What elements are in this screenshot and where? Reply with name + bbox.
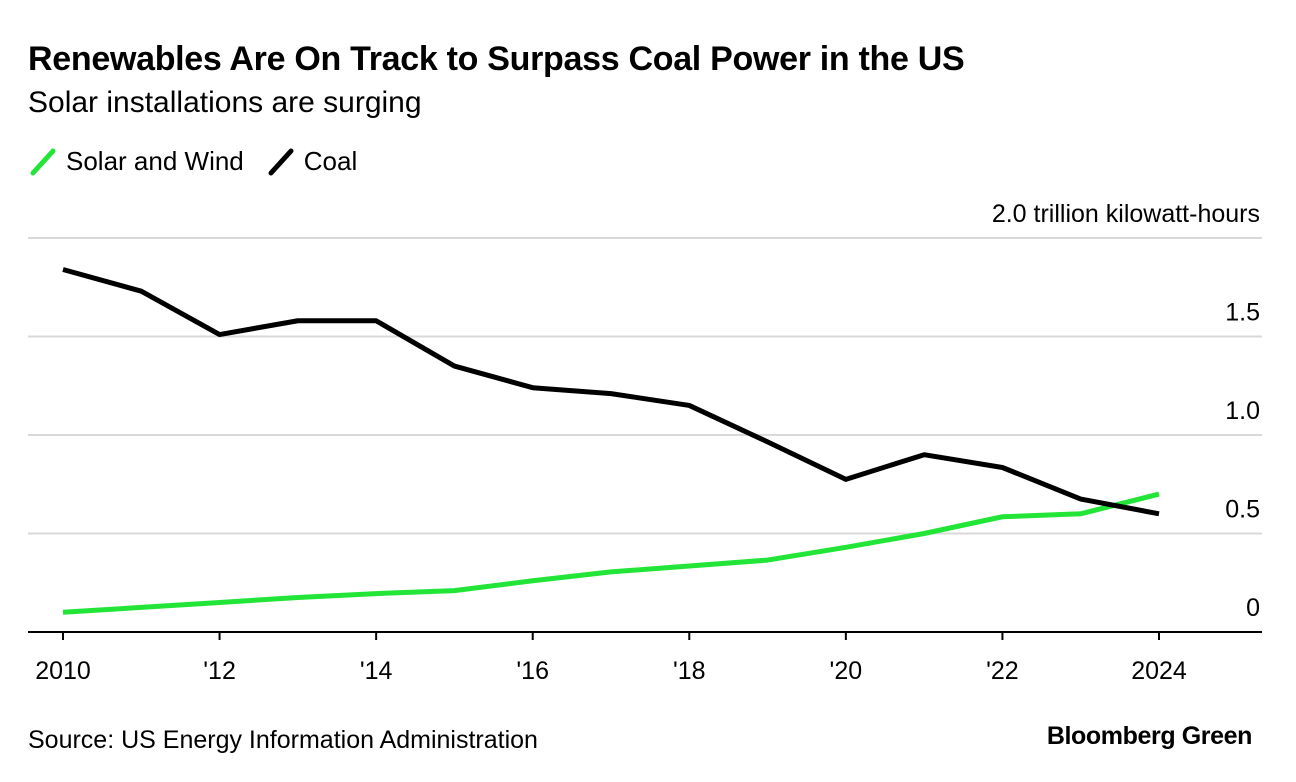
- chart-subtitle: Solar installations are surging: [28, 86, 422, 119]
- legend-swatch-coal: [268, 148, 294, 175]
- y-tick-label: 1.5: [1225, 299, 1260, 327]
- x-tick-label: 2024: [1131, 657, 1187, 685]
- brand-logo: Bloomberg Green: [1046, 722, 1253, 750]
- series-line-solar-and-wind: [62, 491, 1160, 615]
- x-tick-label: '14: [360, 657, 393, 685]
- grid-layer: [28, 237, 1262, 640]
- y-tick-label: 2.0 trillion kilowatt-hours: [992, 200, 1260, 228]
- y-tick-label: 0.5: [1225, 496, 1260, 524]
- y-tick-label: 1.0: [1225, 397, 1260, 425]
- legend-label-solar-wind: Solar and Wind: [66, 146, 244, 176]
- x-tick-labels: 2010 '12 '14 '16 '18 '20 '22 2024: [35, 657, 1187, 685]
- x-tick-label: 2010: [35, 657, 91, 685]
- x-tick-label: '18: [673, 657, 706, 685]
- chart-title: Renewables Are On Track to Surpass Coal …: [28, 40, 965, 78]
- source-note: Source: US Energy Information Administra…: [28, 726, 538, 754]
- legend-item-solar-wind: Solar and Wind: [28, 146, 244, 177]
- series-layer: [62, 267, 1160, 615]
- legend-swatch-solar-wind: [30, 148, 56, 175]
- y-tick-label: 0: [1246, 594, 1260, 622]
- legend-item-coal: Coal: [266, 146, 357, 177]
- series-line-coal: [62, 267, 1160, 517]
- x-tick-label: '12: [203, 657, 236, 685]
- x-tick-label: '20: [830, 657, 863, 685]
- y-tick-labels: 0 0.5 1.0 1.5 2.0 trillion kilowatt-hours: [992, 200, 1260, 622]
- legend-label-coal: Coal: [303, 146, 358, 176]
- x-tick-label: '16: [516, 657, 549, 685]
- x-tick-label: '22: [986, 657, 1019, 685]
- chart-legend: Solar and Wind Coal: [28, 146, 379, 177]
